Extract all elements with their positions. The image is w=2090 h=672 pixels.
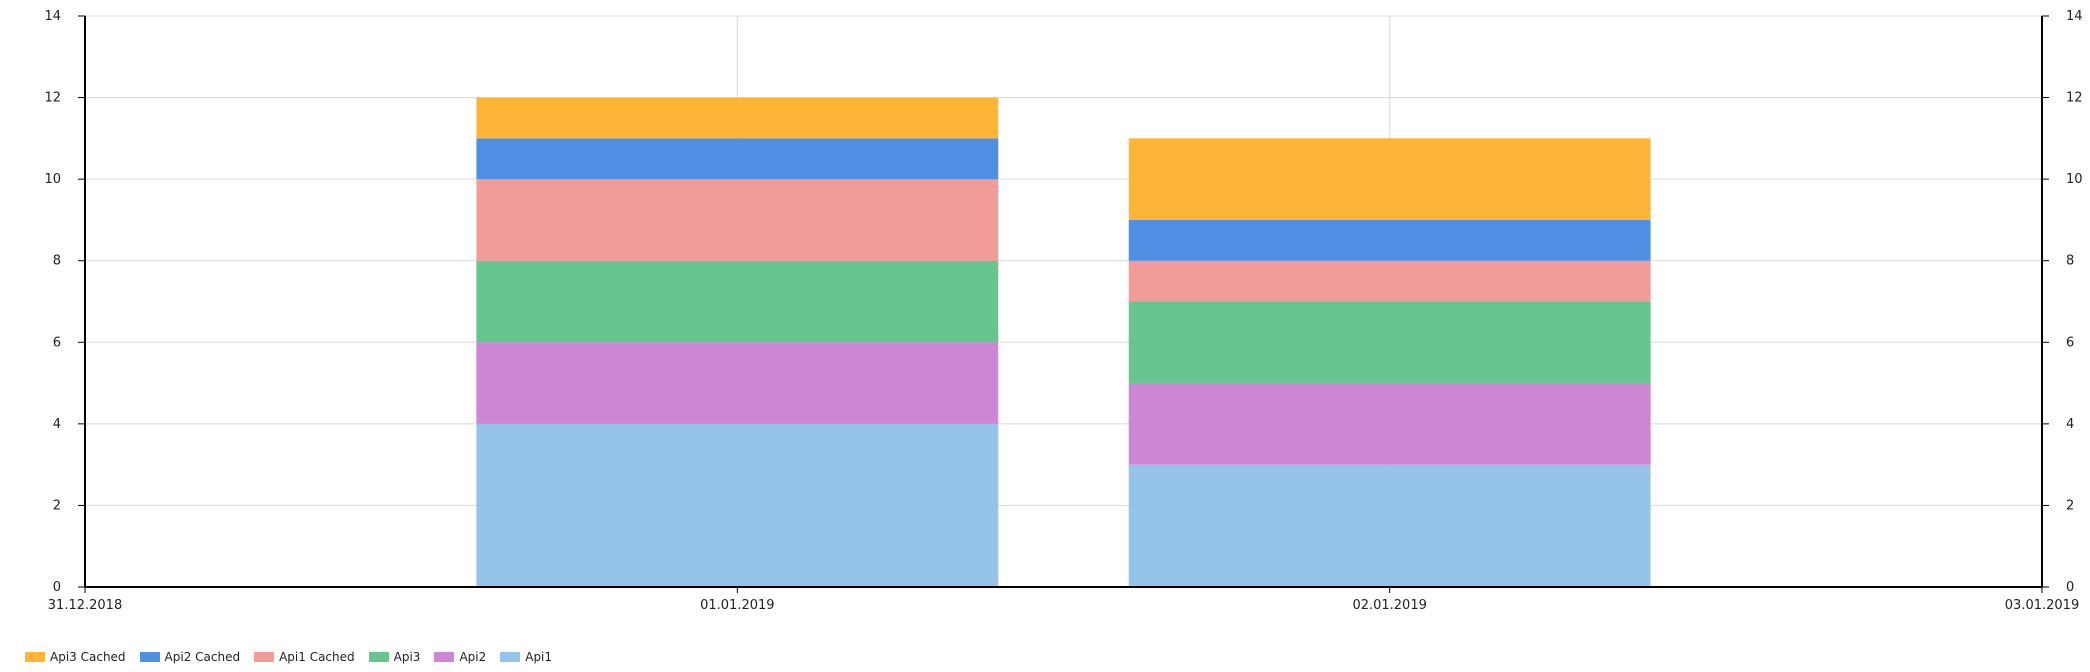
legend-swatch (368, 652, 389, 662)
y-tick-label-left: 14 (44, 9, 61, 24)
y-tick-label-right: 4 (2066, 417, 2074, 432)
legend-swatch (139, 652, 160, 662)
bar-segment-api1-cached (476, 179, 999, 261)
bar-segment-api2 (476, 342, 999, 424)
legend-label: Api3 Cached (50, 650, 126, 664)
bars (476, 97, 1651, 587)
y-tick-label-right: 12 (2066, 91, 2083, 106)
y-tick-label-right: 8 (2066, 254, 2074, 269)
x-tick-label: 03.01.2019 (2005, 598, 2079, 613)
y-tick-label-right: 2 (2066, 498, 2074, 513)
legend-label: Api3 (393, 650, 421, 664)
legend-item: Api2 Cached (139, 650, 241, 664)
y-tick-label-left: 2 (53, 498, 61, 513)
y-tick-label-left: 10 (44, 172, 61, 187)
legend-swatch (254, 652, 275, 662)
x-tick-label: 01.01.2019 (700, 598, 774, 613)
bar-segment-api2-cached (1128, 219, 1651, 261)
legend-item: Api1 (500, 650, 552, 664)
legend-label: Api1 (525, 650, 553, 664)
y-tick-label-left: 12 (44, 91, 61, 106)
y-tick-label-right: 6 (2066, 335, 2074, 350)
y-tick-label-left: 6 (53, 335, 61, 350)
bar-segment-api1-cached (1128, 260, 1651, 302)
axes (78, 15, 2049, 593)
tick-labels: 0 0 2 2 4 4 6 6 8 8 10 10 12 12 14 14 31.12.2018 01.01.20… (44, 9, 2082, 613)
legend-label: Api1 Cached (279, 650, 355, 664)
legend: Api3 Cached Api2 Cached Api1 Cached Api3 Api… (25, 650, 566, 664)
y-tick-label-left: 0 (53, 580, 61, 595)
legend-swatch (434, 652, 455, 662)
bar-segment-api3-cached (476, 97, 999, 139)
x-tick-label: 31.12.2018 (48, 598, 122, 613)
x-tick-label: 02.01.2019 (1352, 598, 1426, 613)
legend-swatch (25, 652, 45, 662)
y-tick-label-left: 4 (53, 417, 61, 432)
bar-segment-api1 (476, 423, 999, 587)
bar-segment-api3-cached (1128, 138, 1651, 220)
y-tick-label-right: 10 (2066, 172, 2083, 187)
legend-item: Api1 Cached (254, 650, 355, 664)
legend-swatch (500, 652, 521, 662)
y-tick-label-left: 8 (53, 254, 61, 269)
legend-label: Api2 Cached (164, 650, 241, 664)
legend-item: Api3 Cached (25, 650, 126, 664)
bar-segment-api2 (1128, 383, 1651, 465)
y-tick-label-right: 0 (2066, 580, 2074, 595)
y-tick-label-right: 14 (2066, 9, 2083, 24)
bar-segment-api3 (476, 260, 999, 343)
bar-segment-api3 (1128, 301, 1651, 384)
bar-segment-api2-cached (476, 138, 999, 180)
legend-item: Api3 (368, 650, 421, 664)
legend-label: Api2 (459, 650, 487, 664)
bar-segment-api1 (1128, 464, 1651, 587)
grid (85, 15, 2042, 587)
legend-item: Api2 (434, 650, 486, 664)
